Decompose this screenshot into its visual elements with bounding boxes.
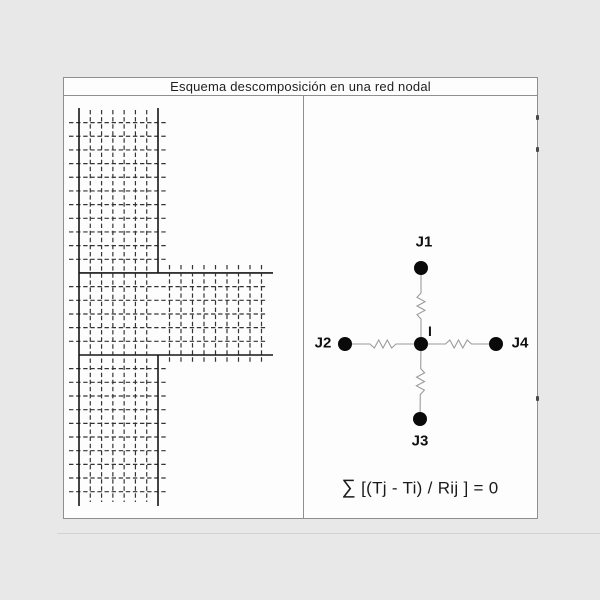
formula-text: ∑ [(Tj - Ti) / Rij ] = 0 xyxy=(342,477,499,500)
panel-shadow-line xyxy=(57,533,600,534)
formula-body: [(Tj - Ti) / Rij ] = 0 xyxy=(356,478,499,498)
node-label-j3: J3 xyxy=(411,432,429,450)
sigma-symbol: ∑ xyxy=(341,476,357,499)
border-ink-artifact xyxy=(536,115,539,120)
node-label-j1: J1 xyxy=(415,233,433,251)
node-label-j2: J2 xyxy=(314,334,332,352)
node-label-j4: J4 xyxy=(511,334,529,352)
figure-panel: Esquema descomposición en una red nodal xyxy=(63,77,538,519)
figure-title: Esquema descomposición en una red nodal xyxy=(64,78,537,96)
panel-divider xyxy=(303,95,304,518)
border-ink-artifact xyxy=(536,396,539,401)
border-ink-artifact xyxy=(536,147,539,152)
node-label-i: I xyxy=(428,323,432,339)
